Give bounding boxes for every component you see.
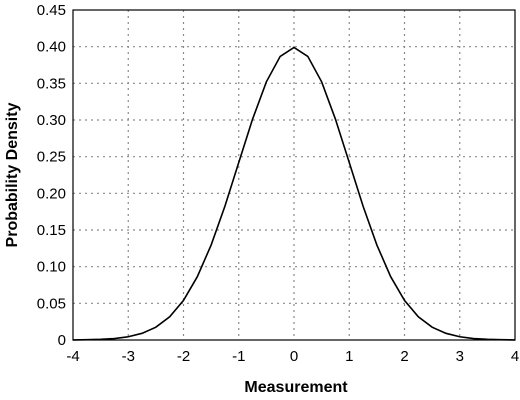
y-tick-label: 0.10 — [37, 259, 66, 276]
y-tick-label: 0.15 — [37, 222, 66, 239]
x-tick-label: -2 — [177, 348, 190, 365]
y-tick-label: 0 — [58, 332, 66, 349]
plot-area-frame — [72, 9, 516, 341]
y-tick-label: 0.20 — [37, 185, 66, 202]
x-tick-label: -4 — [66, 348, 79, 365]
y-axis-tick-labels: 0 0.05 0.10 0.15 0.20 0.25 0.30 0.35 0.40 0.45 — [37, 2, 66, 349]
y-tick-label: 0.05 — [37, 295, 66, 312]
x-tick-label: -1 — [232, 348, 245, 365]
x-tick-label: 2 — [400, 348, 408, 365]
y-tick-label: 0.35 — [37, 75, 66, 92]
y-tick-label: 0.25 — [37, 149, 66, 166]
y-tick-label: 0.30 — [37, 112, 66, 129]
y-tick-label: 0.40 — [37, 39, 66, 56]
y-axis-title: Probability Density — [4, 102, 21, 247]
x-axis-title: Measurement — [244, 379, 348, 396]
x-tick-label: 1 — [345, 348, 353, 365]
x-tick-label: 4 — [511, 348, 519, 365]
gridlines — [73, 10, 515, 340]
density-curve — [72, 46, 516, 341]
y-tick-label: 0.45 — [37, 2, 66, 19]
x-tick-label: -3 — [122, 348, 135, 365]
x-axis-tick-labels: -4 -3 -2 -1 0 1 2 3 4 — [66, 348, 519, 365]
x-tick-label: 3 — [456, 348, 464, 365]
x-tick-label: 0 — [290, 348, 298, 365]
